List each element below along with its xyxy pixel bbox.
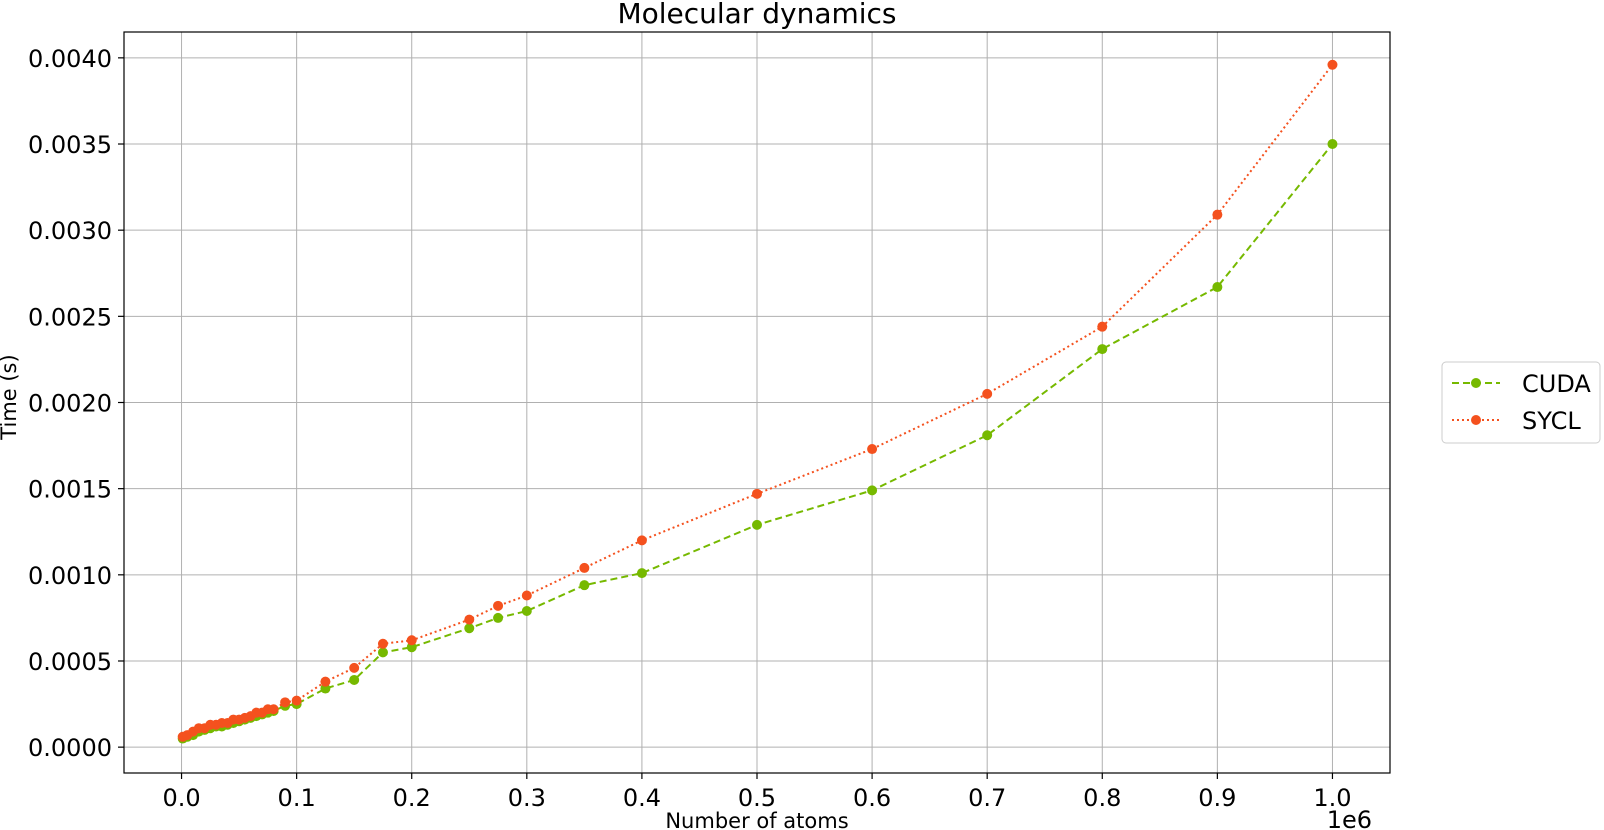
y-tick-label: 0.0025 [28, 303, 112, 331]
series-line-cuda [182, 143, 1334, 740]
legend-label-sycl: SYCL [1522, 407, 1581, 435]
data-point-sycl [406, 635, 417, 646]
y-tick-label: 0.0035 [28, 131, 112, 159]
data-point-cuda [1097, 344, 1108, 355]
x-tick-label: 0.9 [1198, 784, 1236, 812]
data-point-sycl [291, 695, 302, 706]
x-tick-label: 0.3 [508, 784, 546, 812]
data-point-cuda [867, 485, 878, 496]
data-point-sycl [268, 704, 279, 715]
data-point-cuda [982, 430, 993, 441]
data-point-cuda [579, 580, 590, 591]
y-tick-label: 0.0020 [28, 390, 112, 418]
data-point-sycl [1327, 59, 1338, 70]
data-point-sycl [521, 590, 532, 601]
chart-title: Molecular dynamics [617, 0, 896, 30]
x-tick-label: 0.8 [1083, 784, 1121, 812]
y-tick-label: 0.0010 [28, 562, 112, 590]
data-point-sycl [579, 562, 590, 573]
legend-marker-cuda [1471, 378, 1481, 388]
plot-area: 0.0 0.1 0.2 0.3 0.4 0.5 0.6 0.7 0.8 0.9 1.0 0.0000 0… [28, 31, 1391, 812]
y-axis-label: Time (s) [0, 354, 21, 440]
data-point-cuda [320, 683, 331, 694]
data-point-sycl [493, 600, 504, 611]
legend: CUDA SYCL [1441, 361, 1601, 444]
data-point-sycl [464, 614, 475, 625]
data-point-cuda [464, 623, 475, 634]
x-tick-label: 0.5 [738, 784, 776, 812]
legend-marker-sycl [1471, 415, 1481, 425]
data-point-cuda [1212, 282, 1223, 293]
x-tick-label: 0.0 [162, 784, 200, 812]
x-tick-label: 0.1 [278, 784, 316, 812]
data-point-cuda [752, 519, 762, 530]
legend-label-cuda: CUDA [1522, 370, 1591, 398]
y-tick-label: 0.0030 [28, 217, 112, 245]
x-tick-label: 0.7 [968, 784, 1006, 812]
x-tick-label: 0.4 [623, 784, 661, 812]
data-point-cuda [1327, 139, 1338, 150]
data-point-cuda [636, 568, 647, 579]
data-point-sycl [320, 676, 331, 687]
y-tick-label: 0.0040 [28, 45, 112, 73]
data-point-cuda [493, 612, 504, 623]
x-axis-label: Number of atoms [665, 809, 848, 830]
y-tick-label: 0.0000 [28, 734, 112, 762]
y-tick-label: 0.0005 [28, 648, 112, 676]
x-tick-label: 1.0 [1313, 784, 1351, 812]
data-point-sycl [349, 662, 360, 673]
data-point-sycl [867, 444, 878, 455]
legend-box [1441, 361, 1601, 444]
data-point-cuda [406, 642, 417, 653]
data-point-cuda [349, 674, 360, 685]
x-tick-label: 0.2 [393, 784, 431, 812]
data-point-sycl [982, 388, 993, 399]
data-point-sycl [1097, 321, 1108, 332]
axes-frame [123, 31, 1391, 774]
data-point-sycl [1212, 209, 1223, 220]
x-axis-offset-label: 1e6 [1327, 806, 1372, 830]
x-tick-label: 0.6 [853, 784, 891, 812]
data-point-sycl [280, 697, 291, 708]
y-tick-label: 0.0015 [28, 476, 112, 504]
data-point-sycl [752, 488, 762, 499]
data-point-sycl [377, 638, 388, 649]
data-point-cuda [377, 647, 388, 658]
data-point-cuda [521, 606, 532, 617]
data-point-sycl [636, 535, 647, 546]
